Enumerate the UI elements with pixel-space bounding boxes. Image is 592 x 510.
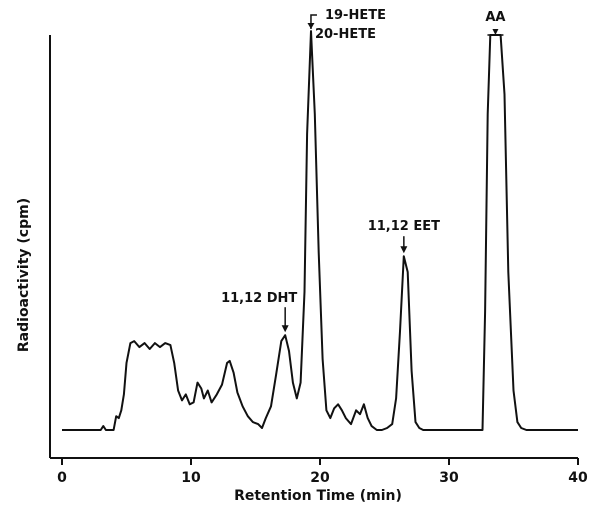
peak-annotations: 11,12 DHT 19-HETE 20-HETE 11,12 EET AA: [221, 8, 506, 333]
x-tick-label: 20: [310, 470, 330, 486]
x-ticks: 0 10 20 30 40: [57, 458, 588, 486]
x-tick-label: 40: [568, 470, 588, 486]
annotation-label: 11,12 EET: [368, 219, 440, 234]
dht-arrowhead: [281, 325, 289, 333]
x-axis-label: Retention Time (min): [234, 488, 402, 504]
x-tick-label: 30: [439, 470, 459, 486]
series-line: [62, 30, 578, 431]
hete-arrowhead: [307, 23, 315, 30]
annotation-label: 11,12 DHT: [221, 291, 297, 306]
eet-arrowhead: [400, 246, 408, 254]
y-axis-label: Radioactivity (cpm): [16, 198, 32, 352]
x-tick-label: 10: [181, 470, 201, 486]
x-tick-label: 0: [57, 470, 67, 486]
axes: [49, 35, 578, 459]
aa-arrowhead: [492, 29, 499, 35]
annotation-label: 19-HETE: [325, 8, 386, 23]
annotation-label: AA: [485, 10, 505, 25]
annotation-label: 20-HETE: [315, 27, 376, 42]
